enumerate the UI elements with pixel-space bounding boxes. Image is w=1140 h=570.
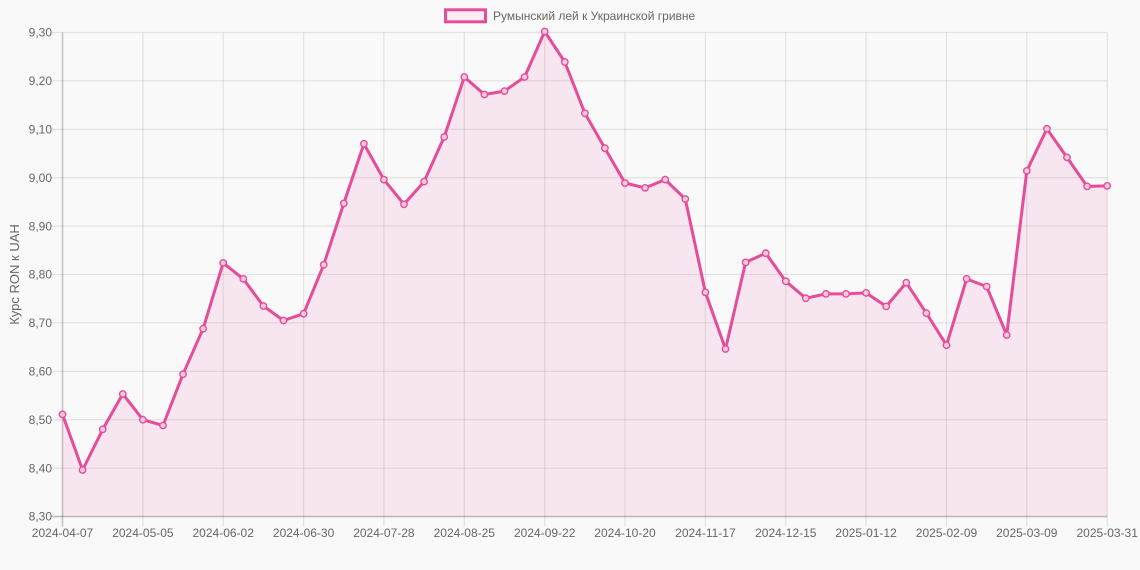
svg-text:2024-09-22: 2024-09-22 — [514, 526, 576, 540]
svg-text:2024-04-07: 2024-04-07 — [32, 526, 94, 540]
svg-text:8,90: 8,90 — [29, 219, 53, 233]
svg-text:2024-06-02: 2024-06-02 — [193, 526, 255, 540]
svg-text:2025-02-09: 2025-02-09 — [916, 526, 978, 540]
svg-text:8,70: 8,70 — [29, 316, 53, 330]
svg-text:8,60: 8,60 — [29, 365, 53, 379]
svg-text:2025-03-31: 2025-03-31 — [1077, 526, 1139, 540]
svg-text:2024-07-28: 2024-07-28 — [353, 526, 415, 540]
svg-text:8,50: 8,50 — [29, 413, 53, 427]
svg-text:9,10: 9,10 — [29, 123, 53, 137]
svg-text:9,00: 9,00 — [29, 171, 53, 185]
svg-text:Курс RON к UAH: Курс RON к UAH — [7, 224, 22, 325]
svg-text:2024-05-05: 2024-05-05 — [112, 526, 174, 540]
svg-text:2025-03-09: 2025-03-09 — [996, 526, 1058, 540]
svg-text:8,40: 8,40 — [29, 461, 53, 475]
svg-text:2024-12-15: 2024-12-15 — [755, 526, 817, 540]
svg-text:2024-06-30: 2024-06-30 — [273, 526, 335, 540]
svg-text:2024-11-17: 2024-11-17 — [675, 526, 736, 540]
svg-text:9,30: 9,30 — [29, 26, 53, 40]
svg-text:9,20: 9,20 — [29, 74, 53, 88]
svg-text:8,30: 8,30 — [29, 510, 53, 524]
svg-text:Румынский лей к Украинской гри: Румынский лей к Украинской гривне — [493, 9, 696, 23]
svg-text:2024-10-20: 2024-10-20 — [594, 526, 656, 540]
svg-text:8,80: 8,80 — [29, 268, 53, 282]
svg-text:2024-08-25: 2024-08-25 — [434, 526, 496, 540]
svg-text:2025-01-12: 2025-01-12 — [835, 526, 897, 540]
